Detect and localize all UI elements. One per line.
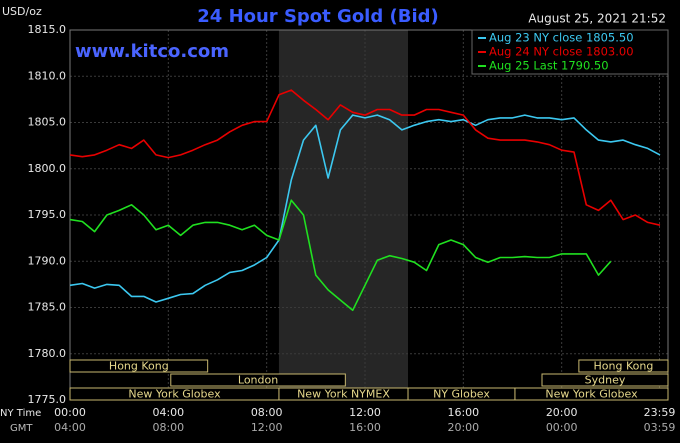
y-tick-label: 1785.0 — [28, 301, 67, 314]
y-tick-label: 1790.0 — [28, 254, 67, 267]
x-label: NY Time — [0, 408, 41, 419]
x2-tick-label: 20:00 — [447, 421, 479, 434]
x-tick-label: 16:00 — [447, 406, 479, 419]
session-bar — [170, 373, 346, 387]
series-line — [69, 89, 661, 226]
session-bar — [514, 387, 669, 401]
chart-title: 24 Hour Spot Gold (Bid) — [197, 6, 438, 27]
y-tick-label: 1780.0 — [28, 347, 67, 360]
x2-tick-label: 16:00 — [349, 421, 381, 434]
y-tick-label: 1815.0 — [28, 23, 67, 36]
session-label: Hong Kong — [109, 360, 169, 373]
unit-label: USD/oz — [2, 5, 42, 18]
y-tick-label: 1800.0 — [28, 162, 67, 175]
session-label: Hong Kong — [594, 360, 654, 373]
x-tick-label: 20:00 — [546, 406, 578, 419]
x-tick-label: 12:00 — [349, 406, 381, 419]
x2-tick-label: 00:00 — [546, 421, 578, 434]
y-tick-label: 1805.0 — [28, 116, 67, 129]
legend-entry: Aug 23 NY close 1805.50 — [489, 31, 634, 45]
session-bar — [69, 359, 209, 373]
session-label: New York Globex — [128, 388, 221, 401]
x2-label: GMT — [10, 423, 33, 434]
x-tick-label: 00:00 — [54, 406, 86, 419]
x-tick-label: 04:00 — [152, 406, 184, 419]
session-bar — [541, 373, 669, 387]
x2-tick-label: 04:00 — [54, 421, 86, 434]
session-label: NY Globex — [433, 388, 490, 401]
legend-entry: Aug 24 NY close 1803.00 — [489, 45, 634, 59]
x2-tick-label: 12:00 — [251, 421, 283, 434]
session-label: London — [238, 374, 278, 387]
x2-tick-label: 03:59 — [644, 421, 676, 434]
legend-box — [471, 29, 669, 75]
legend-entry: Aug 25 Last 1790.50 — [489, 59, 609, 73]
session-label: New York Globex — [545, 388, 638, 401]
series-line — [69, 114, 661, 303]
x-tick-label: 23:59 — [644, 406, 676, 419]
x-tick-label: 08:00 — [251, 406, 283, 419]
session-label: New York NYMEX — [297, 388, 390, 401]
timestamp: August 25, 2021 21:52 — [528, 12, 666, 26]
series-line — [69, 199, 612, 312]
y-tick-label: 1795.0 — [28, 208, 67, 221]
y-tick-label: 1775.0 — [28, 393, 67, 406]
x2-tick-label: 08:00 — [152, 421, 184, 434]
watermark: www.kitco.com — [75, 41, 229, 62]
session-bar — [578, 359, 669, 373]
session-label: Sydney — [585, 374, 626, 387]
y-tick-label: 1810.0 — [28, 69, 67, 82]
